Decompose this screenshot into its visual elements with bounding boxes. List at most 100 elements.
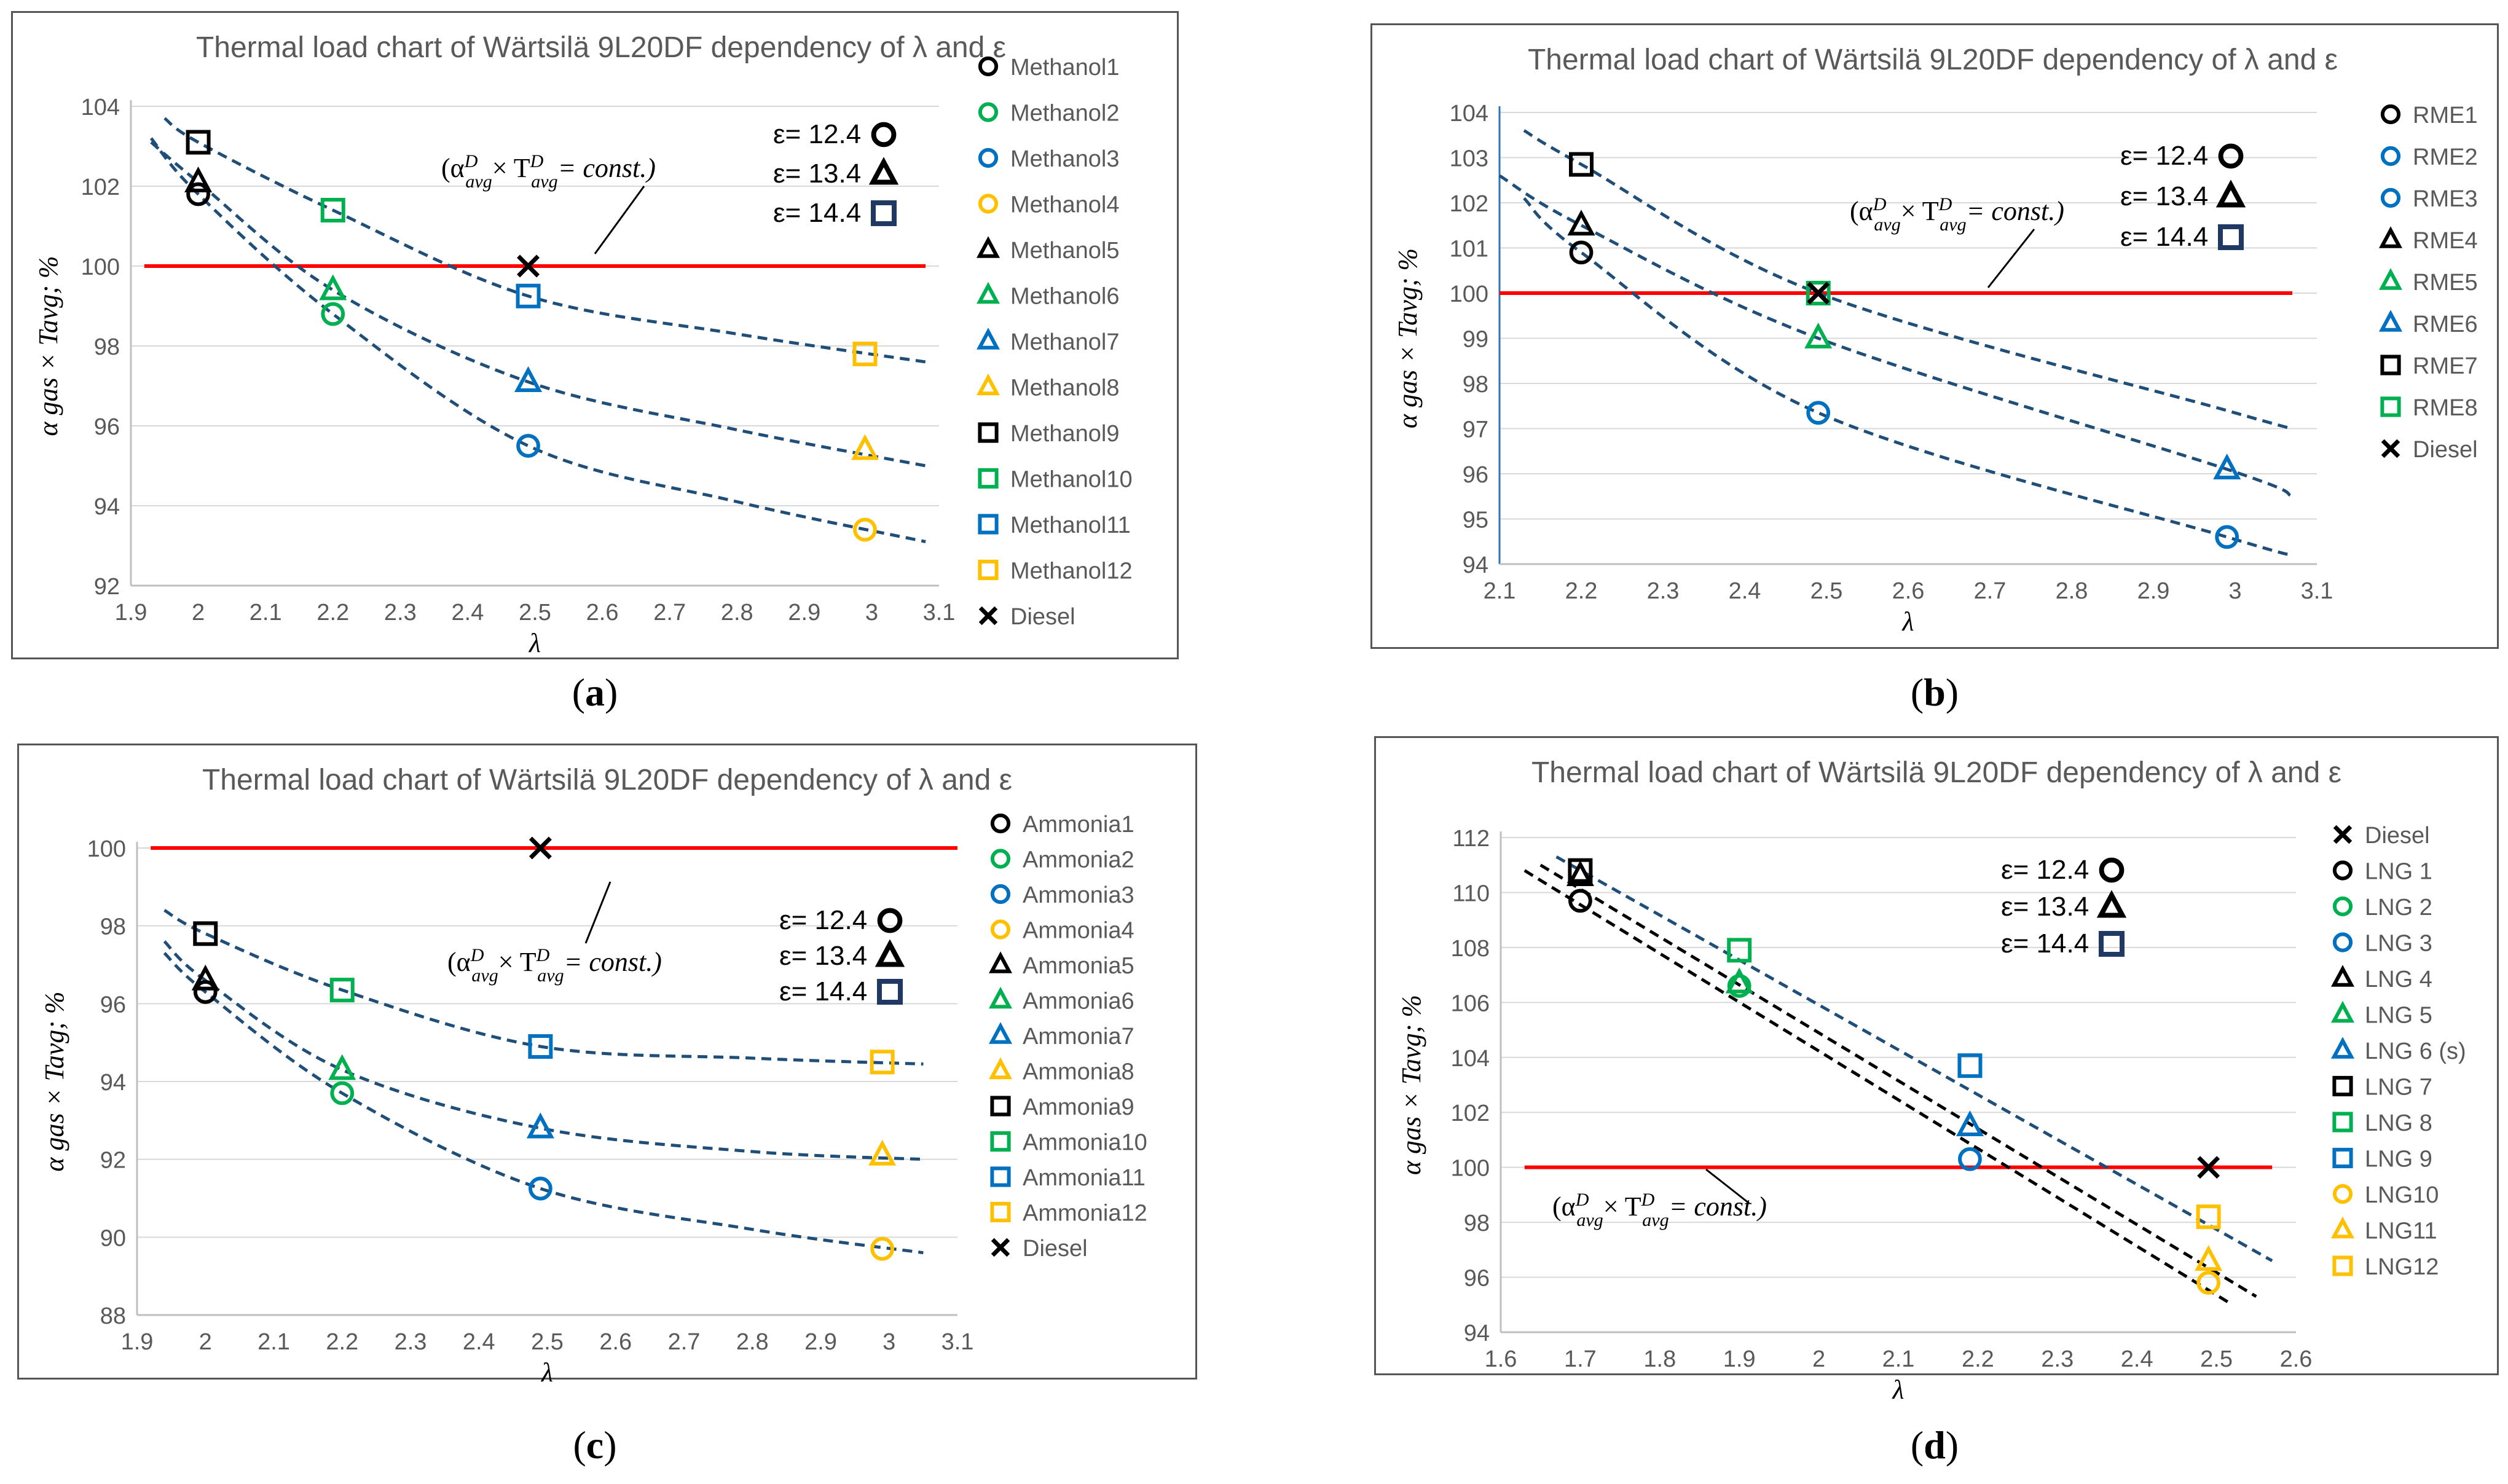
legend-entry: LNG11 [2365,1219,2437,1244]
x-tick-label: 2.3 [2041,1346,2074,1372]
trendline [163,117,926,364]
x-tick-label: 2.2 [326,1329,358,1355]
x-tick-label: 2.3 [384,600,417,626]
legend-entry: Ammonia8 [1023,1059,1134,1085]
epsilon-marker-group [2099,931,2125,957]
legend-marker [988,986,1013,1009]
legend-entry: LNG 2 [2365,895,2432,921]
legend-marker [2332,932,2353,952]
data-point [1804,322,1833,348]
reference-label-part: avg [465,171,492,192]
epsilon-marker-square [877,979,903,1005]
reference-label-part: × T [1603,1192,1641,1222]
y-tick-label: 108 [1451,936,1490,962]
data-point [320,198,345,222]
reference-pointer [584,881,611,944]
y-tick-label: 95 [1463,508,1488,533]
y-tick-label: 100 [1451,1156,1490,1182]
epsilon-marker-group [2218,143,2244,169]
legend-marker [2380,396,2401,417]
x-tick-label: 2.4 [1729,578,1761,604]
legend-marker [988,951,1013,973]
legend-entry: Methanol6 [1010,284,1119,310]
data-point [870,1236,895,1261]
legend-entry: RME2 [2413,144,2478,170]
chart-title: Thermal load chart of Wärtsilä 9L20DF de… [1528,44,2338,76]
data-point [1806,281,1831,305]
y-tick-label: 94 [1464,1321,1490,1346]
legend-entry: LNG 9 [2365,1147,2432,1172]
epsilon-marker-square [2099,931,2125,957]
data-point [516,434,540,458]
x-tick-label: 2.8 [2056,578,2088,604]
x-tick-label: 2.5 [1810,578,1843,604]
legend-marker [2330,965,2355,987]
epsilon-label: ε= 13.4 [2120,181,2208,211]
chart-d: Thermal load chart of Wärtsilä 9L20DF de… [1396,756,2466,1405]
y-tick-label: 98 [1463,372,1488,398]
x-tick-label: 2.7 [653,600,686,626]
legend-entry: Methanol8 [1010,375,1119,401]
data-point [193,980,218,1004]
legend-marker [2380,146,2401,167]
data-point [328,1054,356,1080]
legend-entry: RME3 [2413,186,2478,212]
legend-entry: Diesel [2413,437,2478,463]
data-point [517,254,540,278]
epsilon-marker-triangle [875,939,905,967]
y-tick-label: 100 [1450,281,1488,307]
x-tick-label: 2.8 [721,600,753,626]
trendline [150,141,926,468]
legend-entry: Ammonia1 [1023,812,1134,838]
data-point [1569,240,1594,265]
y-tick-label: 104 [81,95,120,120]
y-tick-label: 94 [1463,552,1488,578]
y-tick-label: 98 [94,334,120,360]
reference-pointer [1987,229,2035,288]
epsilon-marker-triangle [2215,179,2246,208]
legend-marker [990,884,1011,905]
legend-entry: Methanol10 [1010,467,1133,493]
data-point [2213,453,2241,480]
legend-entry: RME5 [2413,270,2478,296]
reference-label-part: D [1641,1190,1655,1210]
legend-entry: Ammonia4 [1023,918,1134,944]
x-tick-label: 1.9 [1723,1346,1756,1372]
x-tick-label: 2.4 [452,600,484,626]
data-point [2196,1271,2221,1295]
data-point [1569,152,1594,177]
data-point [186,130,211,155]
caption-b-letter: b [1924,670,1946,714]
x-tick-label: 1.7 [1564,1346,1597,1372]
data-points [1566,858,2223,1295]
chart-title: Thermal load chart of Wärtsilä 9L20DF de… [196,31,1006,64]
caption-b: (b) [1910,670,1959,714]
data-point [186,182,210,206]
reference-pointer [594,186,645,254]
epsilon-marker-group [2099,857,2125,883]
data-point [321,302,345,326]
x-tick-label: 2.2 [316,600,349,626]
data-points [1567,152,2241,549]
reference-label-part: = const.) [564,947,662,977]
x-axis-title: λ [540,1357,553,1388]
caption-d: (d) [1910,1423,1959,1467]
x-tick-label: 3.1 [923,600,956,626]
data-point [526,1112,554,1139]
caption-d-letter: d [1924,1423,1946,1467]
reference-label-part: × T [498,947,537,977]
y-tick-label: 96 [100,992,126,1018]
reference-label-part: avg [1642,1210,1669,1230]
trendline [1539,863,2257,1298]
legend-entry: Ammonia2 [1023,847,1134,873]
legend-marker [978,102,999,122]
x-tick-label: 2.6 [586,600,619,626]
y-tick-label: 100 [81,254,120,280]
legend-marker [976,281,1000,304]
x-tick-label: 2.6 [599,1329,632,1355]
legend-entry: Methanol7 [1010,329,1119,355]
trendline [1523,197,2293,557]
epsilon-label: ε= 12.4 [779,905,867,935]
y-tick-label: 104 [1451,1046,1490,1072]
legend-marker [978,559,999,581]
